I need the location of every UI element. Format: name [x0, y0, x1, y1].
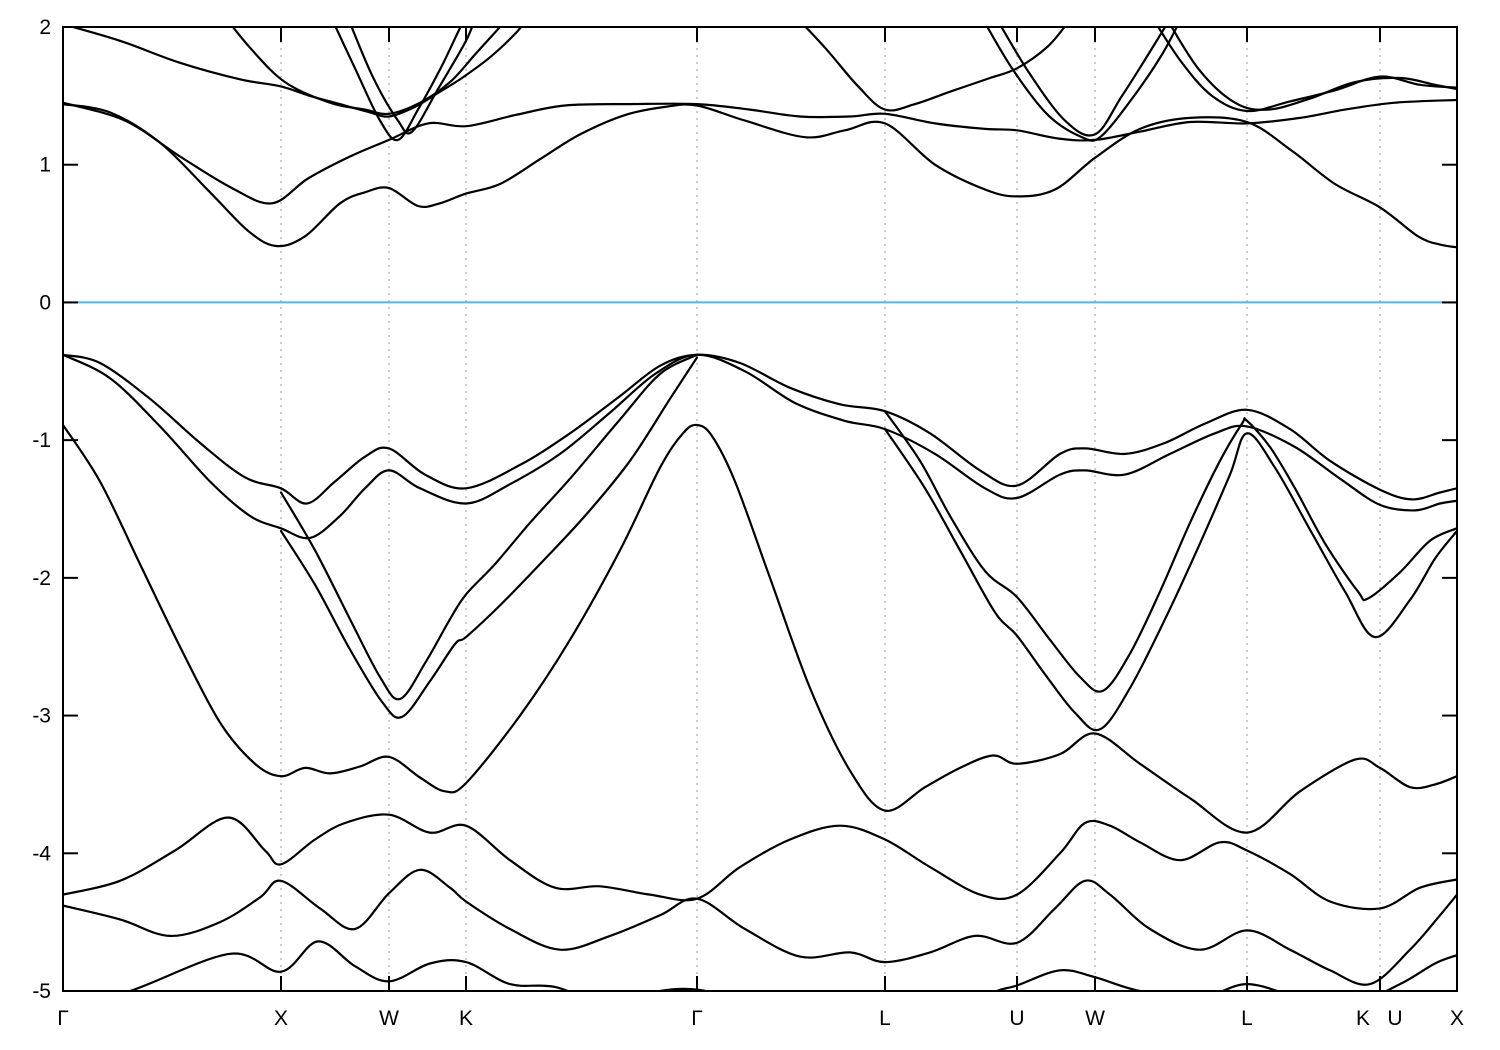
x-tick-label: X	[1450, 1007, 1464, 1030]
band-curve-valence-2	[63, 353, 1457, 540]
x-tick-label: W	[1085, 1007, 1105, 1030]
band-curves	[63, 27, 1457, 991]
x-tick-label: L	[879, 1007, 891, 1030]
y-tick-label: 0	[39, 291, 51, 314]
y-tick-label: 2	[39, 16, 51, 39]
x-tick-label: Γ	[57, 1007, 69, 1030]
y-tick-label: -4	[32, 842, 51, 865]
band-curve-valence-1	[63, 353, 1457, 505]
band-curve-conduction-1	[63, 103, 1457, 249]
x-tick-label: K	[1356, 1007, 1370, 1030]
band-curve-conduction-8	[986, 27, 1179, 142]
x-tick-label: K	[459, 1007, 473, 1030]
x-tick-label: X	[274, 1007, 288, 1030]
band-curve-conduction-3	[68, 27, 523, 118]
y-tick-label: -1	[32, 429, 51, 452]
x-tick-label: L	[1241, 1007, 1253, 1030]
band-curve-valence-7	[883, 428, 1457, 732]
band-curve-conduction-9	[1000, 27, 1167, 137]
band-curve-deep-2	[63, 868, 1457, 986]
y-tick-label: -2	[32, 567, 51, 590]
band-curve-valence-6	[883, 410, 1457, 693]
band-curve-conduction-6	[350, 27, 474, 135]
y-tick-label: -5	[32, 980, 51, 1003]
band-curve-conduction-7	[804, 27, 1066, 112]
x-tick-label: Γ	[691, 1007, 703, 1030]
band-curve-conduction-10	[1156, 27, 1457, 113]
band-curve-conduction-4	[231, 27, 502, 116]
band-curve-conduction-2	[63, 98, 1457, 205]
band-curve-valence-4	[279, 356, 699, 719]
y-tick-label: -3	[32, 705, 51, 728]
band-curve-conduction-5	[334, 27, 462, 142]
band-curve-valence-3	[279, 353, 699, 701]
band-curve-conduction-11	[1170, 27, 1457, 111]
band-curve-valence-5	[63, 423, 1457, 834]
x-tick-label: W	[379, 1007, 399, 1030]
y-tick-label: 1	[39, 154, 51, 177]
plot-frame	[62, 26, 1458, 992]
band-curve-deep-1	[63, 813, 1457, 911]
x-tick-label: U	[1387, 1007, 1402, 1030]
x-tick-label: U	[1009, 1007, 1024, 1030]
